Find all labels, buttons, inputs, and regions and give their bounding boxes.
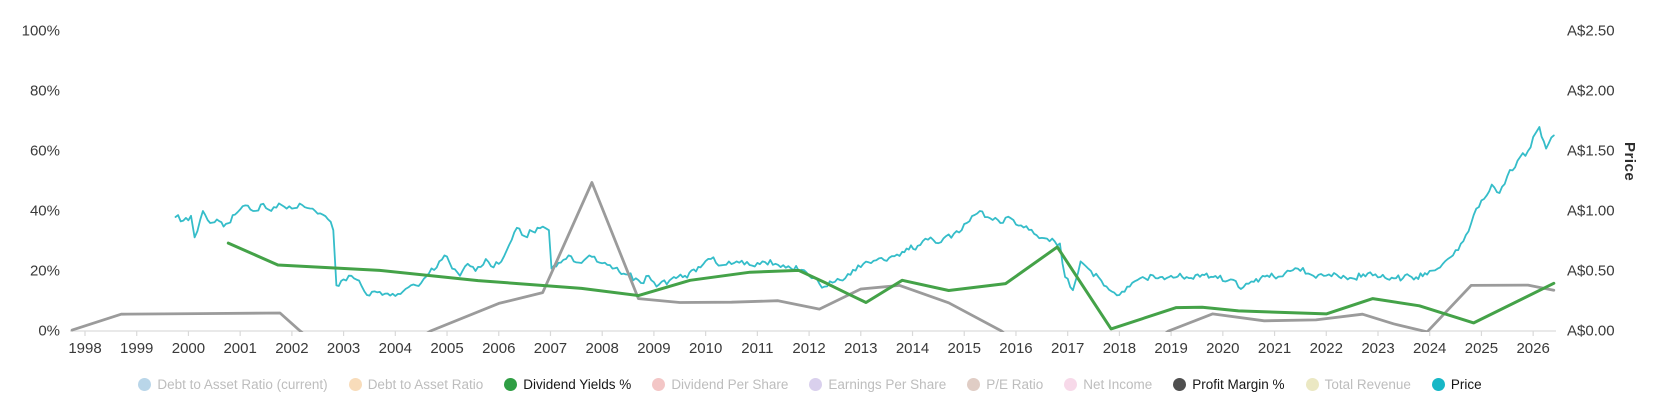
y-right-tick-label: A$2.50 bbox=[1567, 22, 1615, 40]
x-axis-tick-label: 2006 bbox=[482, 340, 516, 357]
x-axis-tick-label: 2000 bbox=[171, 340, 206, 357]
x-axis-tick-label: 2005 bbox=[430, 340, 464, 357]
legend-item-label: P/E Ratio bbox=[986, 376, 1044, 392]
x-axis-tick-label: 2023 bbox=[1361, 340, 1395, 357]
x-axis-tick-label: 2007 bbox=[533, 340, 568, 357]
x-axis-tick-label: 1999 bbox=[120, 340, 154, 357]
y-axis-right-title: Price bbox=[1621, 142, 1638, 182]
legend-item-label: Net Income bbox=[1083, 376, 1153, 392]
legend-item-label: Profit Margin % bbox=[1192, 376, 1285, 392]
legend-dot-icon bbox=[1305, 377, 1319, 391]
x-axis-tick-label: 2001 bbox=[223, 340, 257, 357]
x-axis-tick-label: 2002 bbox=[275, 340, 309, 357]
y-right-tick-label: A$1.50 bbox=[1567, 142, 1615, 160]
legend-item[interactable]: Earnings Per Share bbox=[809, 377, 946, 392]
legend-item[interactable]: P/E Ratio bbox=[967, 377, 1043, 392]
x-axis-tick-label: 2022 bbox=[1309, 340, 1343, 357]
x-axis-tick-label: 2004 bbox=[378, 340, 412, 357]
legend-item[interactable]: Dividend Yields % bbox=[504, 377, 631, 392]
legend-dot-icon bbox=[1064, 377, 1078, 391]
legend-item[interactable]: Total Revenue bbox=[1305, 376, 1411, 392]
legend-item-label: Earnings Per Share bbox=[828, 376, 947, 392]
legend-item[interactable]: Profit Margin % bbox=[1173, 376, 1285, 392]
y-left-tick-label: 80% bbox=[29, 82, 60, 100]
x-axis-tick-label: 2018 bbox=[1102, 340, 1137, 357]
legend-item-label: Debt to Asset Ratio bbox=[367, 376, 484, 392]
legend: Debt to Asset Ratio (current) Debt to Ass… bbox=[60, 372, 1560, 396]
legend-dot-icon bbox=[809, 377, 823, 391]
legend-item[interactable]: Debt to Asset Ratio (current) bbox=[138, 376, 328, 392]
y-right-tick-label: A$0.50 bbox=[1567, 262, 1615, 280]
legend-item[interactable]: Dividend Per Share bbox=[652, 377, 788, 392]
y-right-tick-label: A$0.00 bbox=[1567, 322, 1615, 340]
legend-dot-icon bbox=[967, 377, 981, 391]
y-left-tick-label: 100% bbox=[21, 22, 60, 40]
x-axis-tick-label: 2008 bbox=[585, 340, 619, 357]
y-right-tick-label: A$1.00 bbox=[1567, 202, 1615, 220]
x-axis-tick-label: 2013 bbox=[844, 340, 878, 357]
legend-dot-icon bbox=[1431, 377, 1445, 391]
x-axis-tick-label: 2016 bbox=[999, 340, 1033, 357]
x-axis-tick-label: 2019 bbox=[1154, 340, 1188, 357]
x-axis-tick-label: 2017 bbox=[1050, 340, 1085, 357]
x-axis-tick-label: 2012 bbox=[792, 340, 826, 357]
y-left-tick-label: 20% bbox=[29, 262, 60, 280]
legend-dot-icon bbox=[504, 377, 518, 391]
legend-item-label: Dividend Yields % bbox=[523, 376, 632, 392]
x-axis-tick-label: 1998 bbox=[68, 340, 102, 357]
x-axis-tick-label: 2010 bbox=[688, 340, 723, 357]
x-axis-tick-label: 2011 bbox=[741, 340, 774, 357]
y-left-tick-label: 60% bbox=[29, 142, 60, 160]
legend-dot-icon bbox=[348, 377, 362, 391]
x-axis-tick-label: 2026 bbox=[1516, 340, 1550, 357]
x-axis-tick-label: 2021 bbox=[1257, 340, 1292, 357]
x-axis-tick-label: 2014 bbox=[895, 340, 930, 357]
legend-item-label: Price bbox=[1450, 376, 1482, 392]
legend-dot-icon bbox=[1173, 377, 1187, 391]
x-axis-tick-label: 2025 bbox=[1464, 340, 1499, 357]
legend-item-label: Total Revenue bbox=[1324, 376, 1411, 392]
x-axis-tick-label: 2009 bbox=[637, 340, 671, 357]
y-left-tick-label: 0% bbox=[38, 322, 60, 340]
legend-item[interactable]: Price bbox=[1431, 376, 1482, 392]
legend-item-label: Debt to Asset Ratio (current) bbox=[157, 376, 328, 392]
series-line-dividend-yields bbox=[226, 241, 1556, 331]
x-axis-tick-label: 2020 bbox=[1206, 340, 1240, 357]
x-axis-tick-label: 2015 bbox=[947, 340, 981, 357]
legend-item[interactable]: Net Income bbox=[1064, 377, 1152, 392]
y-left-tick-label: 40% bbox=[29, 202, 60, 220]
x-axis-tick-label: 2003 bbox=[326, 340, 361, 357]
legend-item-label: Dividend Per Share bbox=[671, 376, 789, 392]
legend-dot-icon bbox=[138, 377, 152, 391]
legend-item[interactable]: Debt to Asset Ratio bbox=[348, 376, 484, 392]
x-axis-tick-label: 2024 bbox=[1413, 340, 1447, 357]
series-line-profit-margin bbox=[70, 181, 1556, 332]
series-line-price bbox=[174, 126, 1555, 297]
legend-dot-icon bbox=[652, 377, 666, 391]
y-right-tick-label: A$2.00 bbox=[1567, 82, 1615, 100]
